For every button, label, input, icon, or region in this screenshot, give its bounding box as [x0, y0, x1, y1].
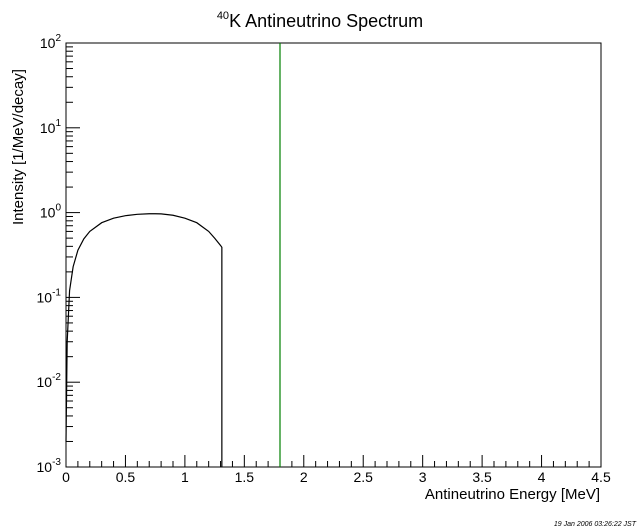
x-tick-label: 4 [538, 469, 546, 485]
y-tick-label: 10-3 [37, 457, 62, 475]
series-layer [65, 43, 281, 467]
y-axis: 10-3 10-2 10-1 100 101 102 [37, 33, 80, 475]
x-tick-label: 2.5 [353, 469, 373, 485]
x-tick-label: 2 [300, 469, 308, 485]
y-tick-label: 101 [40, 118, 62, 136]
x-tick-label: 4.5 [591, 469, 611, 485]
y-axis-label: Intensity [1/MeV/decay] [10, 69, 27, 225]
title-text: K Antineutrino Spectrum [229, 11, 424, 31]
title-superscript: 40 [216, 10, 230, 22]
y-tick-label: 100 [40, 203, 62, 221]
x-axis: 0 0.5 1 1.5 2 2.5 3 3.5 4 4.5 [62, 455, 611, 485]
chart-title: 40K Antineutrino Spectrum [0, 10, 640, 32]
x-tick-label: 3.5 [472, 469, 492, 485]
x-axis-label: Antineutrino Energy [MeV] [424, 486, 600, 503]
x-tick-label: 0 [62, 469, 70, 485]
y-tick-label: 10-2 [37, 372, 62, 390]
plot-frame [65, 42, 602, 468]
y-tick-label: 10-1 [37, 287, 62, 305]
timestamp: 19 Jan 2006 03:26:22 JST [553, 521, 636, 528]
spectrum-curve [65, 213, 223, 467]
x-tick-label: 0.5 [116, 469, 136, 485]
x-tick-label: 3 [419, 469, 427, 485]
x-tick-label: 1 [181, 469, 189, 485]
y-tick-label: 102 [40, 33, 62, 51]
x-tick-label: 1.5 [235, 469, 255, 485]
